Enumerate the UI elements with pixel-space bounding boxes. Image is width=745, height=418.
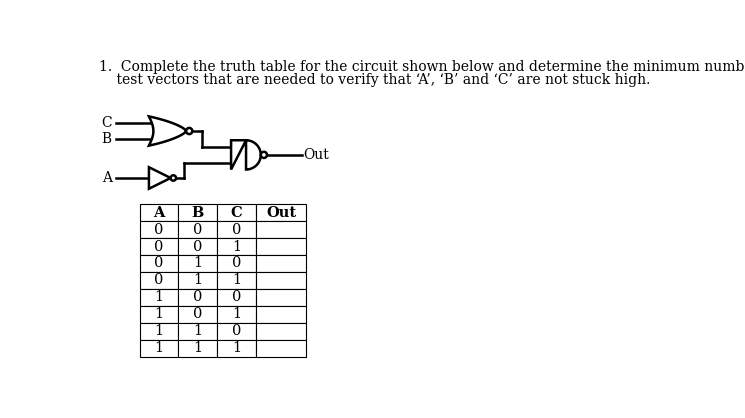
Text: 1: 1 [154, 341, 164, 355]
Bar [178, 204, 217, 221]
Bar [139, 289, 178, 306]
Bar [256, 255, 306, 272]
Text: 1: 1 [154, 291, 164, 304]
Bar [256, 289, 306, 306]
Text: 0: 0 [154, 273, 164, 288]
Bar [217, 221, 256, 238]
Text: 1: 1 [232, 240, 241, 253]
Text: 1: 1 [193, 341, 203, 355]
Text: 1: 1 [193, 257, 203, 270]
Bar [178, 289, 217, 306]
Text: A: A [153, 206, 165, 219]
Text: 0: 0 [154, 222, 164, 237]
Bar [217, 306, 256, 323]
Bar [217, 238, 256, 255]
Text: 1: 1 [232, 307, 241, 321]
Text: 0: 0 [232, 222, 241, 237]
Bar [256, 323, 306, 340]
Polygon shape [149, 167, 171, 189]
Bar [256, 306, 306, 323]
Text: A: A [102, 171, 112, 185]
Text: 0: 0 [193, 307, 203, 321]
Bar [217, 323, 256, 340]
Bar [256, 272, 306, 289]
Text: C: C [231, 206, 242, 219]
Bar [139, 238, 178, 255]
Text: Out: Out [303, 148, 329, 162]
Bar [139, 255, 178, 272]
Bar [217, 255, 256, 272]
Bar [139, 221, 178, 238]
Text: 0: 0 [193, 291, 203, 304]
Text: Out: Out [266, 206, 296, 219]
Polygon shape [149, 116, 186, 145]
Text: 1: 1 [193, 324, 203, 338]
Text: B: B [191, 206, 204, 219]
Bar [178, 272, 217, 289]
Circle shape [171, 175, 176, 181]
Polygon shape [231, 140, 261, 170]
Bar [139, 306, 178, 323]
Text: 1: 1 [232, 273, 241, 288]
Text: 0: 0 [193, 222, 203, 237]
Text: 0: 0 [193, 240, 203, 253]
Text: 1: 1 [154, 324, 164, 338]
Text: 1: 1 [193, 273, 203, 288]
Bar [217, 272, 256, 289]
Text: C: C [101, 116, 112, 130]
Bar [139, 272, 178, 289]
Text: 0: 0 [232, 291, 241, 304]
Bar [178, 238, 217, 255]
Bar [178, 221, 217, 238]
Bar [178, 306, 217, 323]
Text: test vectors that are needed to verify that ‘A’, ‘B’ and ‘C’ are not stuck high.: test vectors that are needed to verify t… [99, 73, 650, 87]
Text: 0: 0 [154, 257, 164, 270]
Circle shape [261, 152, 267, 158]
Bar [217, 204, 256, 221]
Text: 1: 1 [154, 307, 164, 321]
Bar [178, 323, 217, 340]
Bar [217, 340, 256, 357]
Text: 1.  Complete the truth table for the circuit shown below and determine the minim: 1. Complete the truth table for the circ… [99, 60, 745, 74]
Text: 0: 0 [232, 324, 241, 338]
Bar [256, 340, 306, 357]
Bar [139, 340, 178, 357]
Bar [256, 204, 306, 221]
Bar [256, 238, 306, 255]
Bar [178, 340, 217, 357]
Text: 0: 0 [154, 240, 164, 253]
Text: B: B [101, 132, 112, 146]
Circle shape [186, 128, 192, 134]
Bar [217, 289, 256, 306]
Bar [256, 221, 306, 238]
Text: 0: 0 [232, 257, 241, 270]
Bar [139, 204, 178, 221]
Bar [139, 323, 178, 340]
Text: 1: 1 [232, 341, 241, 355]
Bar [178, 255, 217, 272]
